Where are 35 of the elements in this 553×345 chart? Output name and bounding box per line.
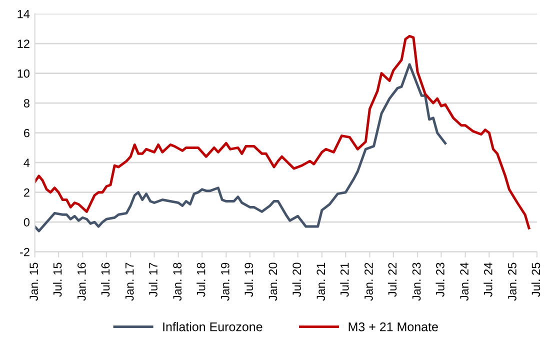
- y-tick-label: 10: [18, 69, 30, 78]
- y-tick-label: 12: [18, 40, 30, 48]
- y-tick-label: -2: [20, 248, 30, 256]
- x-tick-label: Jul. 24: [484, 262, 492, 297]
- x-tick-label: Jan. 17: [126, 262, 134, 301]
- x-tick-label: Jan. 24: [460, 262, 468, 301]
- line-series: [34, 34, 530, 230]
- x-tick-label: Jul. 18: [196, 262, 206, 297]
- x-tick-label: Jul. 17: [148, 262, 158, 297]
- x-tick-label: Jul. 20: [292, 262, 301, 297]
- y-tick-label: 0: [24, 218, 30, 226]
- x-tick-label: Jan. 25: [508, 262, 516, 301]
- x-tick-label: Jan. 21: [316, 262, 326, 301]
- x-tick-label: Jan. 23: [412, 262, 421, 301]
- line-series: [34, 63, 447, 232]
- y-tick-label: 6: [24, 128, 30, 138]
- x-tick-label: Jul. 23: [436, 262, 444, 297]
- y-tick-label: 8: [24, 99, 30, 108]
- x-tick-label: Jan. 19: [220, 262, 230, 301]
- x-tick-label: Jan. 15: [30, 262, 38, 301]
- x-tick-label: Jul. 22: [388, 262, 397, 297]
- x-tick-label: Jul. 16: [100, 262, 110, 297]
- x-tick-label: Jan. 22: [364, 262, 373, 301]
- x-tick-label: Jan. 18: [173, 262, 182, 301]
- x-tick-label: Jul. 15: [53, 262, 62, 297]
- x-tick-label: Jul. 25: [531, 262, 540, 297]
- legend-label: Inflation Eurozone: [163, 322, 262, 332]
- legend-label: M3 + 21 Monate: [348, 322, 438, 332]
- x-tick-label: Jul. 19: [244, 262, 254, 297]
- y-tick-label: 2: [24, 188, 30, 197]
- x-tick-label: Jan. 16: [77, 262, 86, 301]
- y-tick-label: 14: [18, 10, 30, 18]
- x-tick-label: Jul. 21: [340, 262, 349, 297]
- y-tick-label: 4: [24, 158, 30, 167]
- x-tick-label: Jan. 20: [268, 262, 278, 301]
